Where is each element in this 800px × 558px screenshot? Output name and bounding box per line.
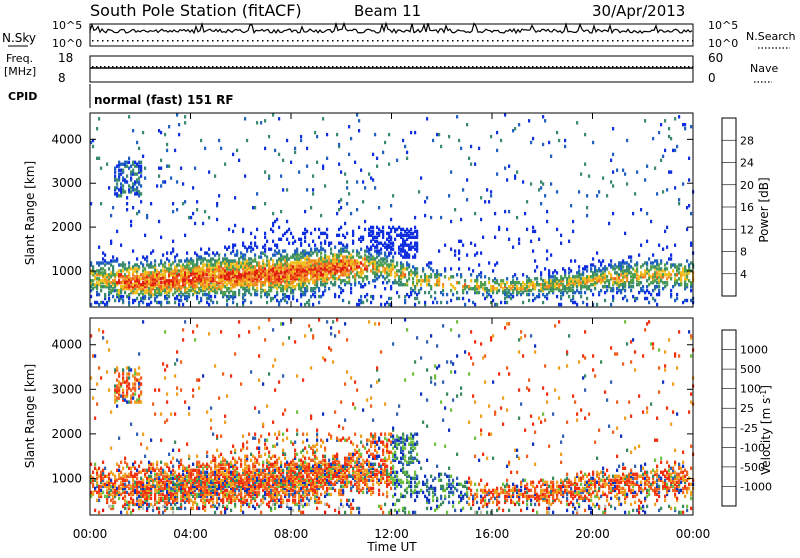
power-colorbar-tick: 24 (740, 157, 754, 170)
y-tick-label: 1000 (51, 264, 82, 278)
velocity-colorbar-tick: 500 (740, 363, 761, 376)
y-tick-label: 4000 (51, 338, 82, 352)
y-tick-label: 4000 (51, 132, 82, 146)
x-tick-label: 16:00 (475, 527, 510, 541)
y-tick-label: 1000 (51, 471, 82, 485)
nsearch-tick-low: 10^0 (708, 37, 738, 50)
x-tick-label: 08:00 (274, 527, 309, 541)
velocity-colorbar-tick: -25 (740, 422, 758, 435)
nave-tick-high: 60 (708, 51, 723, 65)
x-axis-label: Time UT (366, 540, 417, 554)
freq-panel (90, 56, 693, 82)
nsky-line (90, 23, 692, 33)
cpid-label: CPID (8, 90, 37, 103)
freq-label: Freq. (6, 52, 33, 65)
x-tick-label: 00:00 (676, 527, 711, 541)
velocity-colorbar-tick: -1000 (740, 480, 772, 493)
velocity-colorbar-tick: 25 (740, 402, 754, 415)
nsky-tick-low: 10^0 (52, 37, 82, 50)
nsky-trace (90, 23, 694, 41)
freq-unit-label: [MHz] (4, 65, 36, 78)
power-colorbar-tick: 28 (740, 134, 754, 147)
nave-label: Nave (750, 62, 778, 75)
y-tick-label: 3000 (51, 176, 82, 190)
velocity-colorbar-tick: 1000 (740, 344, 768, 357)
power-colorbar-label: Power [dB] (757, 177, 771, 242)
freq-tick-high: 18 (58, 51, 73, 65)
x-tick-label: 00:00 (73, 527, 108, 541)
power-ylabel: Slant Range [km] (23, 161, 37, 265)
freq-tick-low: 8 (58, 71, 66, 85)
date-label: 30/Apr/2013 (592, 2, 685, 20)
nave-tick-low: 0 (708, 71, 716, 85)
power-colorbar: 4 8 12 16 20 24 28 (722, 118, 754, 296)
y-tick-label: 2000 (51, 220, 82, 234)
cpid-value: normal (fast) 151 RF (94, 93, 234, 107)
nsky-panel (90, 24, 693, 46)
y-tick-label: 3000 (51, 382, 82, 396)
power-colorbar-tick: 16 (740, 201, 754, 214)
velocity-ylabel: Slant Range [km] (23, 364, 37, 468)
nsearch-label: N.Search (746, 30, 796, 43)
power-colorbar-tick: 4 (740, 268, 747, 281)
power-colorbar-tick: 20 (740, 179, 754, 192)
beam-label: Beam 11 (354, 2, 421, 20)
station-title: South Pole Station (fitACF) (90, 1, 302, 20)
power-colorbar-tick: 12 (740, 223, 754, 236)
nsky-label: N.Sky (2, 31, 36, 45)
velocity-colorbar-label: Velocity [m s-1] (759, 385, 774, 475)
nsky-tick-high: 10^5 (52, 19, 82, 32)
x-tick-label: 20:00 (575, 527, 610, 541)
power-colorbar-tick: 8 (740, 246, 747, 259)
nsearch-tick-high: 10^5 (708, 19, 738, 32)
x-tick-label: 04:00 (173, 527, 208, 541)
x-tick-label: 12:00 (374, 527, 409, 541)
freq-trace (90, 66, 694, 68)
y-tick-label: 2000 (51, 427, 82, 441)
